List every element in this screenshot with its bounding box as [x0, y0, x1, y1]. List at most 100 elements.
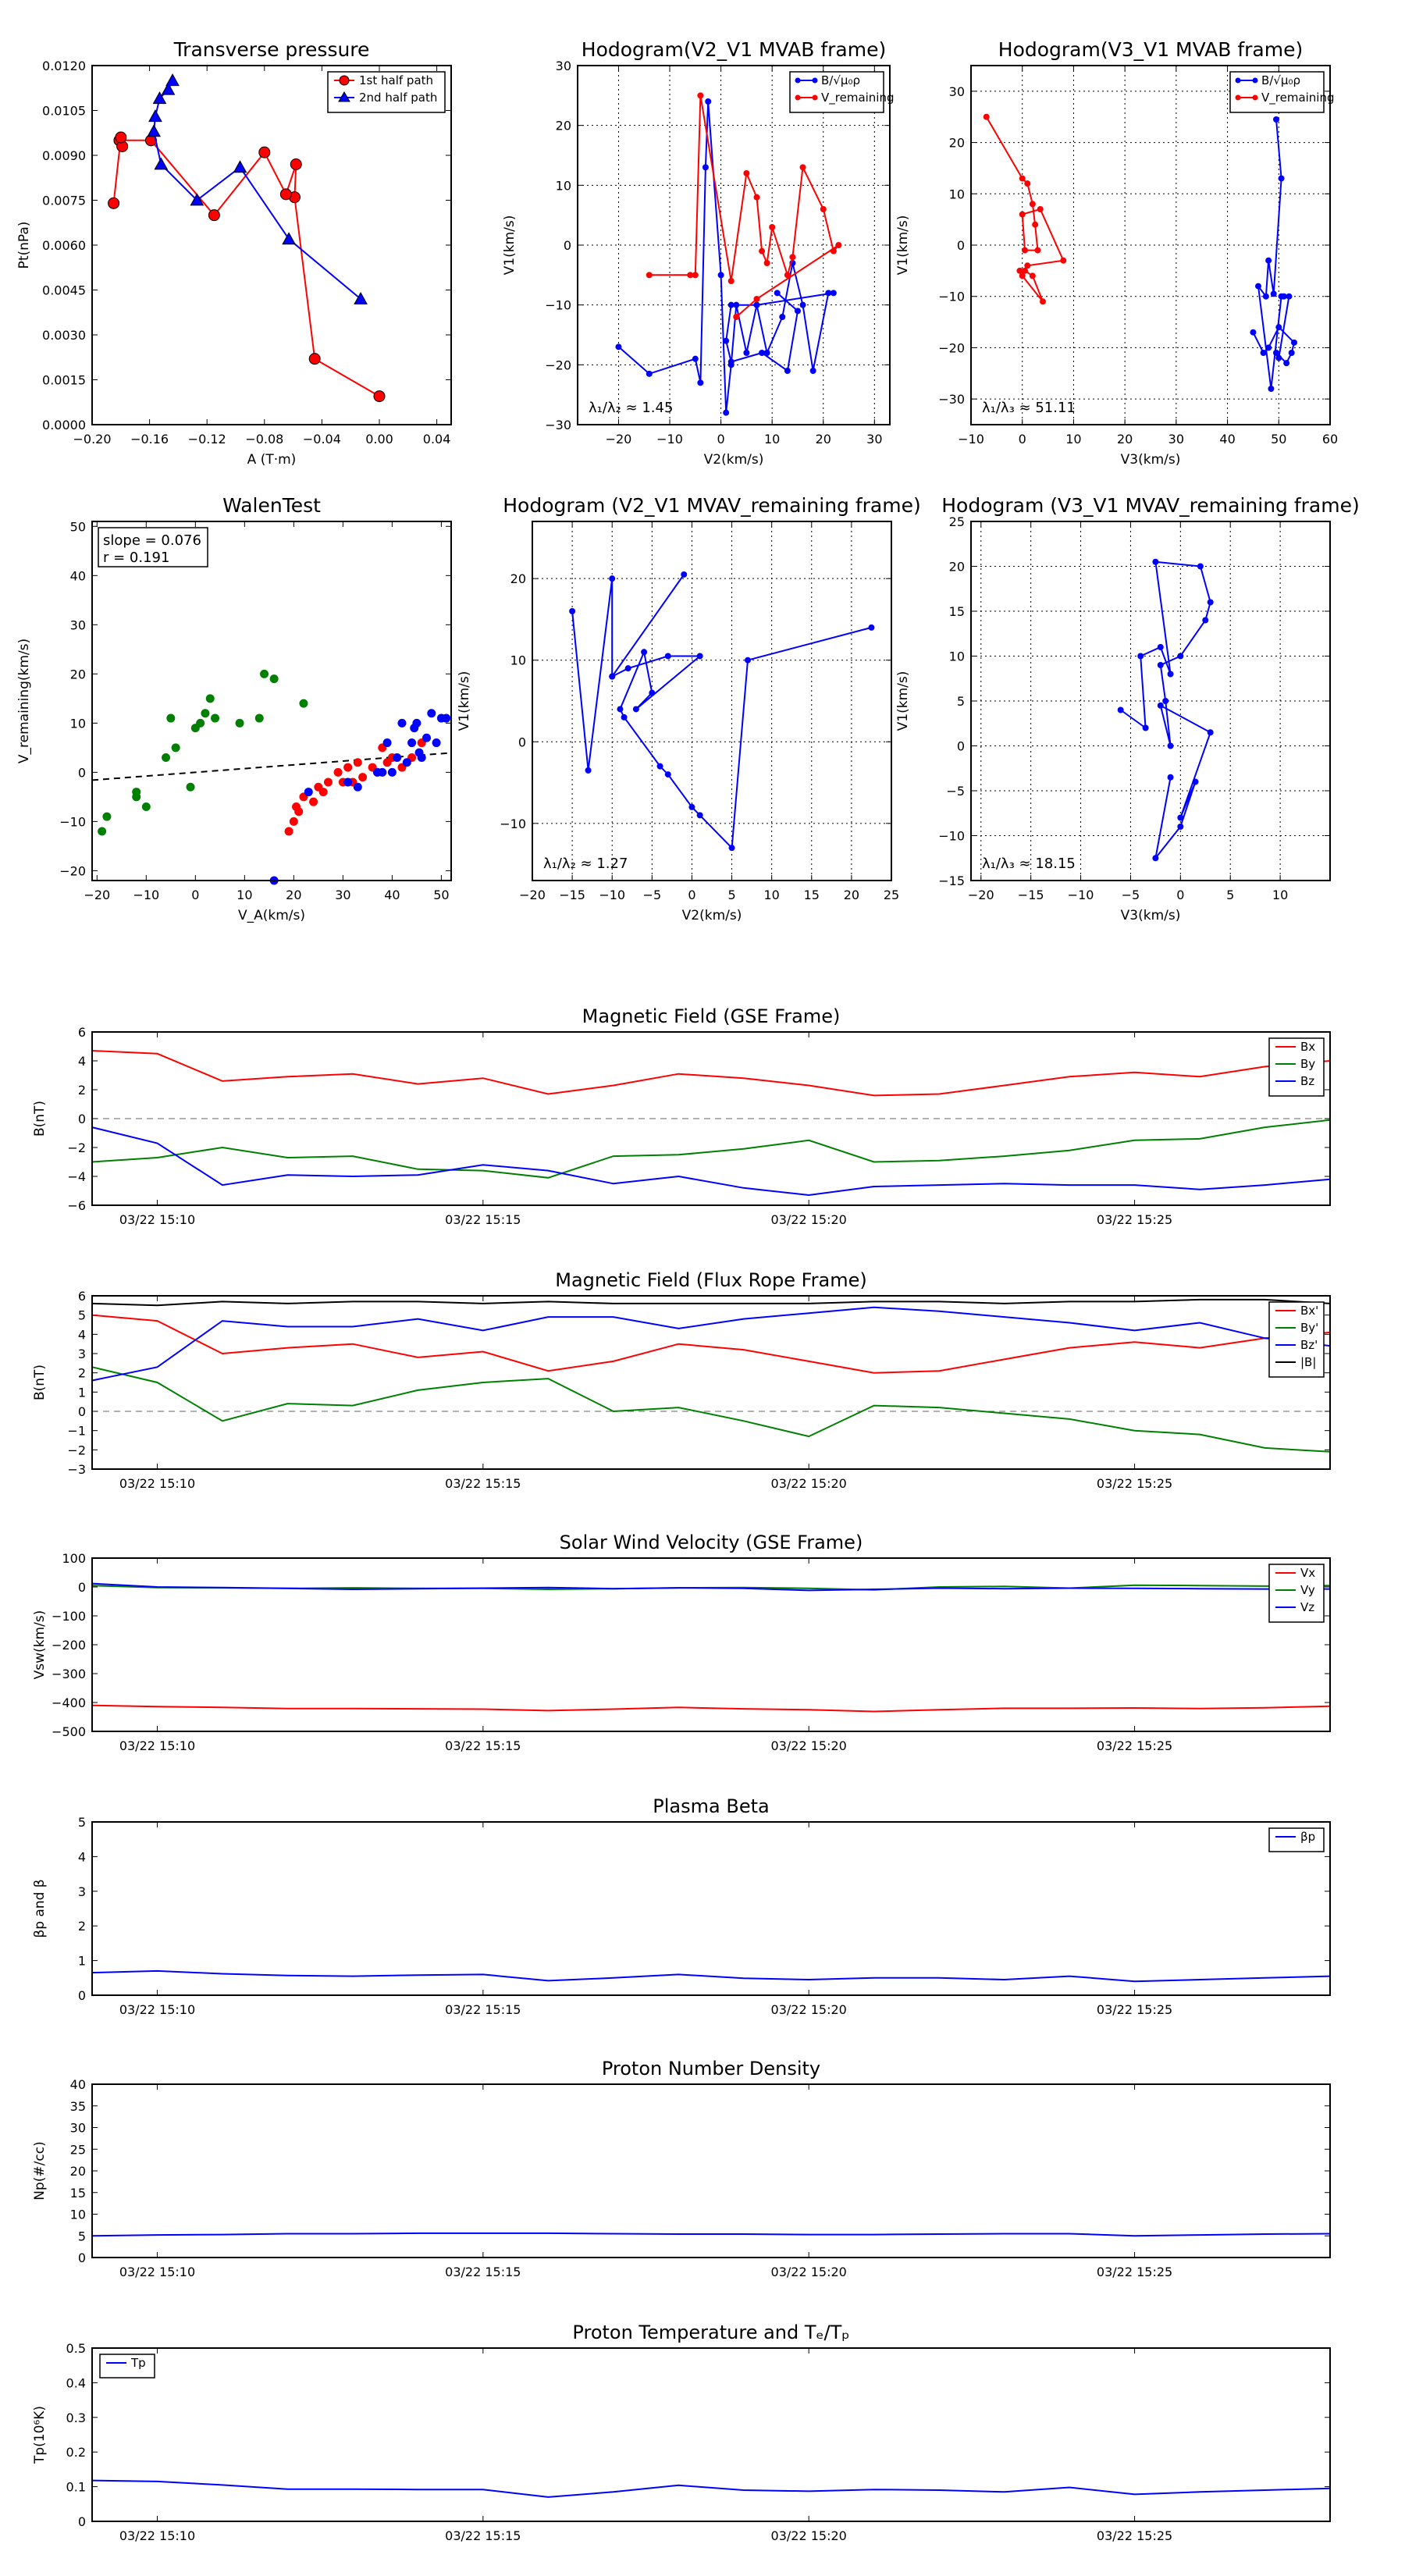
- legend-marker: [338, 91, 350, 102]
- x-tick-label: −0.12: [188, 432, 226, 447]
- data-point: [825, 290, 832, 297]
- data-point: [733, 301, 740, 308]
- x-tick-label: 0: [191, 888, 199, 902]
- y-axis-label: V1(km/s): [895, 215, 911, 276]
- y-tick-label: 2: [78, 1083, 86, 1098]
- x-axis-label: V_A(km/s): [238, 908, 305, 923]
- data-point: [1288, 350, 1295, 356]
- chart-title: Proton Temperature and Tₑ/Tₚ: [572, 2322, 849, 2343]
- data-point: [733, 314, 740, 320]
- data-point: [1167, 671, 1174, 678]
- series-line: [91, 1314, 1331, 1374]
- legend-label: B/√μ₀ρ: [1261, 73, 1300, 87]
- chart-title: Hodogram (V2_V1 MVAV_remaining frame): [503, 494, 921, 517]
- x-tick-label: 03/22 15:25: [1097, 1476, 1172, 1491]
- data-point: [1177, 814, 1184, 821]
- chart-title: Hodogram(V2_V1 MVAB frame): [582, 38, 886, 61]
- data-point: [763, 260, 770, 266]
- data-point: [1177, 653, 1184, 660]
- x-tick-label: −10: [133, 888, 159, 902]
- data-point: [1157, 644, 1164, 650]
- x-tick-label: −0.20: [73, 432, 111, 447]
- y-tick-label: −10: [938, 829, 965, 844]
- data-point: [745, 656, 751, 664]
- series-line: [91, 1704, 1331, 1713]
- x-tick-label: 10: [237, 888, 252, 902]
- legend-label: Vy: [1300, 1583, 1315, 1597]
- data-point: [830, 290, 837, 297]
- y-tick-label: 35: [70, 2099, 86, 2114]
- chart-solar_wind_velocity: Solar Wind Velocity (GSE Frame) 03/22 15:…: [32, 1532, 1331, 1753]
- data-point: [1019, 211, 1026, 218]
- y-tick-label: 0.4: [66, 2375, 86, 2390]
- y-tick-label: 0: [78, 2514, 86, 2529]
- series-line: [1252, 119, 1296, 390]
- data-point: [397, 718, 407, 728]
- data-point: [1157, 702, 1164, 709]
- x-tick-label: 10: [1065, 432, 1081, 447]
- data-point: [353, 782, 362, 792]
- plot-frame: [91, 1821, 1331, 1996]
- x-tick-label: 20: [1117, 432, 1133, 447]
- data-point: [343, 763, 353, 772]
- data-point: [753, 296, 760, 302]
- x-tick-label: 03/22 15:25: [1097, 1738, 1172, 1753]
- data-point: [705, 98, 712, 105]
- y-tick-label: −20: [938, 340, 965, 355]
- y-tick-label: 0.0000: [42, 418, 86, 432]
- data-point: [343, 777, 353, 787]
- x-tick-label: 20: [816, 432, 831, 447]
- data-point: [649, 689, 656, 696]
- series-line: [617, 101, 834, 413]
- ratio-annotation: λ₁/λ₂ ≈ 1.27: [543, 856, 628, 872]
- y-axis-label: B(nT): [32, 1101, 48, 1137]
- data-point: [1197, 563, 1204, 570]
- y-tick-label: 0.0105: [42, 104, 86, 119]
- x-tick-label: −20: [519, 888, 546, 902]
- y-tick-label: 20: [949, 560, 965, 575]
- legend-box: [1268, 1037, 1325, 1097]
- data-point: [102, 812, 112, 821]
- y-tick-label: 0.0090: [42, 148, 86, 163]
- legend-label: βp: [1300, 1830, 1315, 1844]
- data-point: [304, 788, 313, 797]
- data-point: [289, 817, 298, 826]
- y-tick-label: 0.2: [66, 2445, 86, 2460]
- y-tick-label: 5: [957, 694, 965, 709]
- data-point: [1162, 698, 1169, 704]
- chart-transverse_pressure: Transverse pressure −0.20 −0.16 −0.12 −0.08 −…: [16, 38, 452, 468]
- y-tick-label: 0: [78, 1404, 86, 1419]
- y-tick-label: 15: [949, 604, 965, 619]
- y-tick-label: 0.3: [66, 2411, 86, 2425]
- x-tick-label: 15: [804, 888, 820, 902]
- stats-text: slope = 0.076: [103, 532, 201, 549]
- data-point: [211, 713, 220, 723]
- y-axis-label: Vsw(km/s): [32, 1610, 48, 1680]
- series-line: [91, 2479, 1331, 2498]
- y-tick-label: 4: [78, 1849, 86, 1864]
- data-point: [393, 753, 402, 762]
- data-point: [333, 767, 343, 777]
- y-tick-label: −10: [545, 298, 571, 313]
- data-point: [743, 350, 750, 356]
- x-tick-label: −0.08: [245, 432, 283, 447]
- series-line: [91, 1969, 1331, 1983]
- legend-label: V_remaining: [1261, 91, 1335, 105]
- y-tick-label: 40: [70, 568, 86, 583]
- data-point: [115, 131, 127, 144]
- stats-text: r = 0.191: [103, 550, 169, 566]
- chart-title: Hodogram(V3_V1 MVAB frame): [998, 38, 1303, 61]
- x-tick-label: 03/22 15:20: [771, 1212, 847, 1227]
- y-tick-label: 0.0120: [42, 59, 86, 73]
- y-tick-label: −500: [52, 1724, 86, 1739]
- y-tick-label: 0: [78, 2250, 86, 2265]
- y-tick-label: 20: [510, 571, 526, 586]
- data-point: [279, 188, 292, 201]
- ratio-annotation: λ₁/λ₂ ≈ 1.45: [589, 400, 673, 416]
- data-point: [727, 278, 735, 284]
- data-point: [1255, 283, 1261, 290]
- x-tick-label: −15: [559, 888, 585, 902]
- chart-hodogram_v2_v1_mvav: Hodogram (V2_V1 MVAV_remaining frame) −20…: [457, 494, 921, 923]
- legend-label: 1st half path: [359, 73, 433, 87]
- x-tick-label: 03/22 15:10: [119, 2002, 195, 2017]
